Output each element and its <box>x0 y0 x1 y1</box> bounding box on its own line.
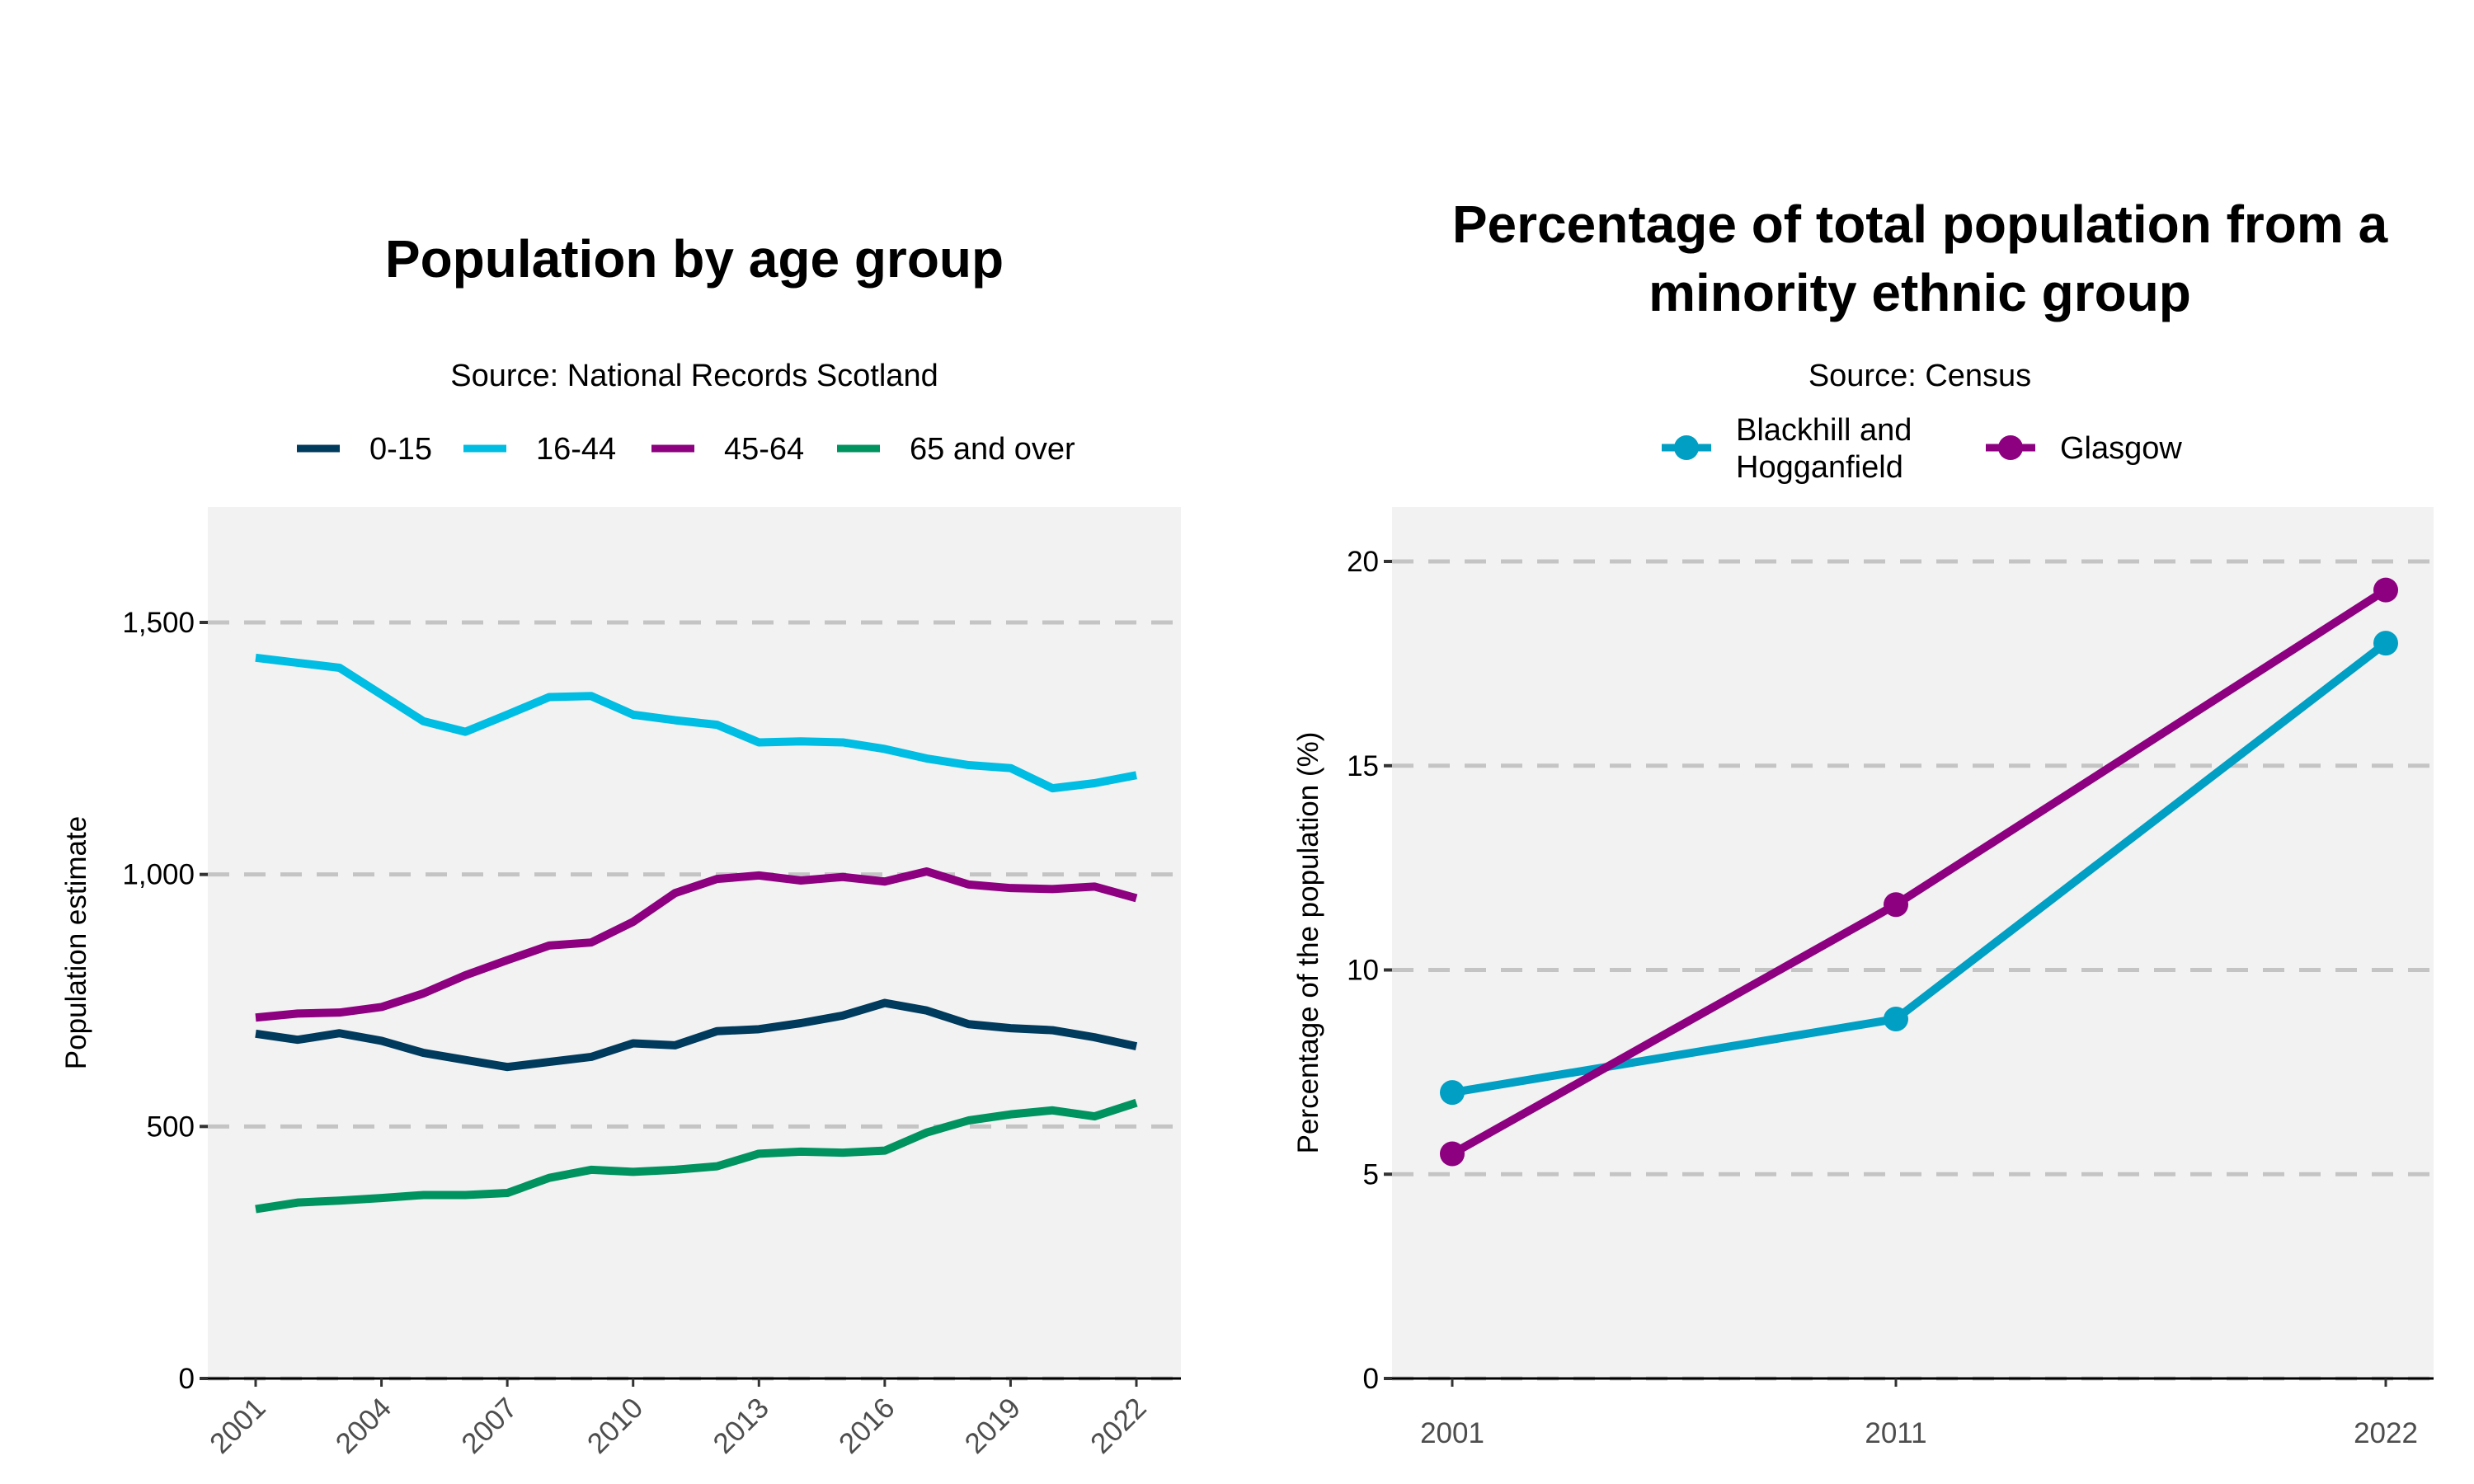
legend-marker <box>1998 435 2023 460</box>
legend-label-line-1: Blackhill and <box>1736 413 1912 448</box>
x-tick-label: 2013 <box>707 1392 775 1460</box>
y-tick-label: 20 <box>1347 546 1379 578</box>
plot-panel <box>208 507 1181 1378</box>
y-tick-label: 1,000 <box>122 859 195 891</box>
series-line-0-15 <box>255 998 1138 1072</box>
ethnic-group-chart: Percentage of total population from a min… <box>1292 195 2434 1449</box>
x-tick-label: 2016 <box>833 1392 901 1460</box>
legend-marker <box>1674 435 1699 460</box>
age-group-chart: Population by age group Source: National … <box>60 229 1181 1460</box>
series-line-16-44 <box>255 653 1137 793</box>
data-point <box>2373 631 2398 656</box>
x-tick-label: 2010 <box>581 1392 650 1460</box>
legend-label: 16-44 <box>536 432 616 467</box>
legend-label: 65 and over <box>910 432 1075 467</box>
legend-label-line-2: Hogganfield <box>1736 450 1903 485</box>
legend-label: 45-64 <box>724 432 804 467</box>
y-tick-label: 10 <box>1347 955 1379 987</box>
x-tick-label: 2022 <box>2354 1417 2418 1449</box>
chart-title-line-2: minority ethnic group <box>1649 263 2191 322</box>
y-tick-label: 500 <box>147 1111 195 1143</box>
x-tick-label: 2007 <box>455 1392 524 1460</box>
legend-label: Glasgow <box>2060 431 2182 466</box>
plot-panel <box>1392 507 2434 1378</box>
series-line-45-64 <box>255 866 1138 1022</box>
y-axis-title: Percentage of the population (%) <box>1292 732 1324 1154</box>
series-line-65-and-over <box>255 1098 1138 1214</box>
data-point <box>2373 577 2398 603</box>
x-tick-label: 2011 <box>1865 1417 1926 1449</box>
y-tick-label: 0 <box>1363 1363 1379 1395</box>
data-point <box>1884 892 1908 918</box>
chart-subtitle: Source: National Records Scotland <box>450 359 938 393</box>
x-tick-label: 2019 <box>958 1392 1027 1460</box>
y-tick-label: 1,500 <box>122 607 195 639</box>
data-point <box>1884 1006 1908 1031</box>
y-tick-label: 15 <box>1347 750 1379 782</box>
chart-title-line-1: Percentage of total population from a <box>1452 195 2388 254</box>
x-tick-label: 2001 <box>1420 1417 1484 1449</box>
data-point <box>1440 1080 1465 1106</box>
y-tick-label: 5 <box>1363 1158 1379 1190</box>
y-axis-title: Population estimate <box>60 816 92 1069</box>
chart-subtitle: Source: Census <box>1808 359 2031 393</box>
chart-title: Population by age group <box>385 229 1004 289</box>
x-tick-label: 2004 <box>330 1392 398 1460</box>
legend-label: 0-15 <box>369 432 432 467</box>
x-tick-label: 2022 <box>1084 1392 1153 1460</box>
y-tick-label: 0 <box>179 1363 195 1395</box>
data-point <box>1440 1141 1465 1167</box>
x-tick-label: 2001 <box>204 1392 272 1460</box>
